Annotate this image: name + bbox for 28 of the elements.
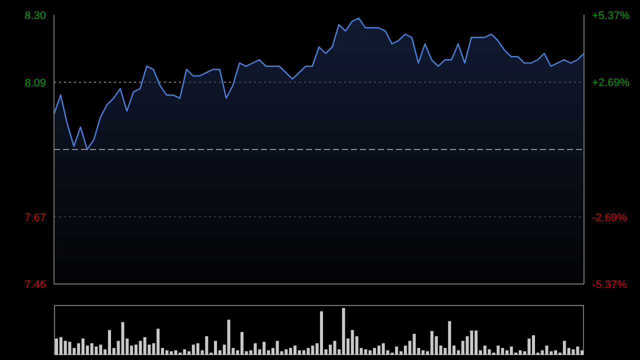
y-tick-label: 7.46 [24,279,46,291]
bar [254,343,257,355]
y2-tick-label: +5.37% [592,10,630,22]
bar [545,346,548,355]
bar [576,346,580,355]
bar [174,350,178,355]
bar [94,346,98,355]
y2-tick-label: +2.69% [592,77,630,90]
bar [68,342,72,355]
bar [518,350,522,355]
y-tick-label: 8.30 [24,10,46,22]
y-tick-label: 7.67 [24,212,46,224]
bar [496,346,500,355]
y-tick-label: 8.09 [24,77,46,90]
bar [99,344,102,355]
bar [227,320,230,355]
bar [284,349,288,355]
bar [311,346,314,355]
bar [412,334,416,355]
y2-tick-label: -5.37% [592,279,628,291]
bar [333,340,336,355]
bar [364,349,368,355]
bar [470,330,474,355]
bar [572,349,575,355]
bar [205,336,208,355]
bar [121,322,124,355]
y2-tick-label: -2.69% [592,212,628,224]
bar [306,348,310,355]
